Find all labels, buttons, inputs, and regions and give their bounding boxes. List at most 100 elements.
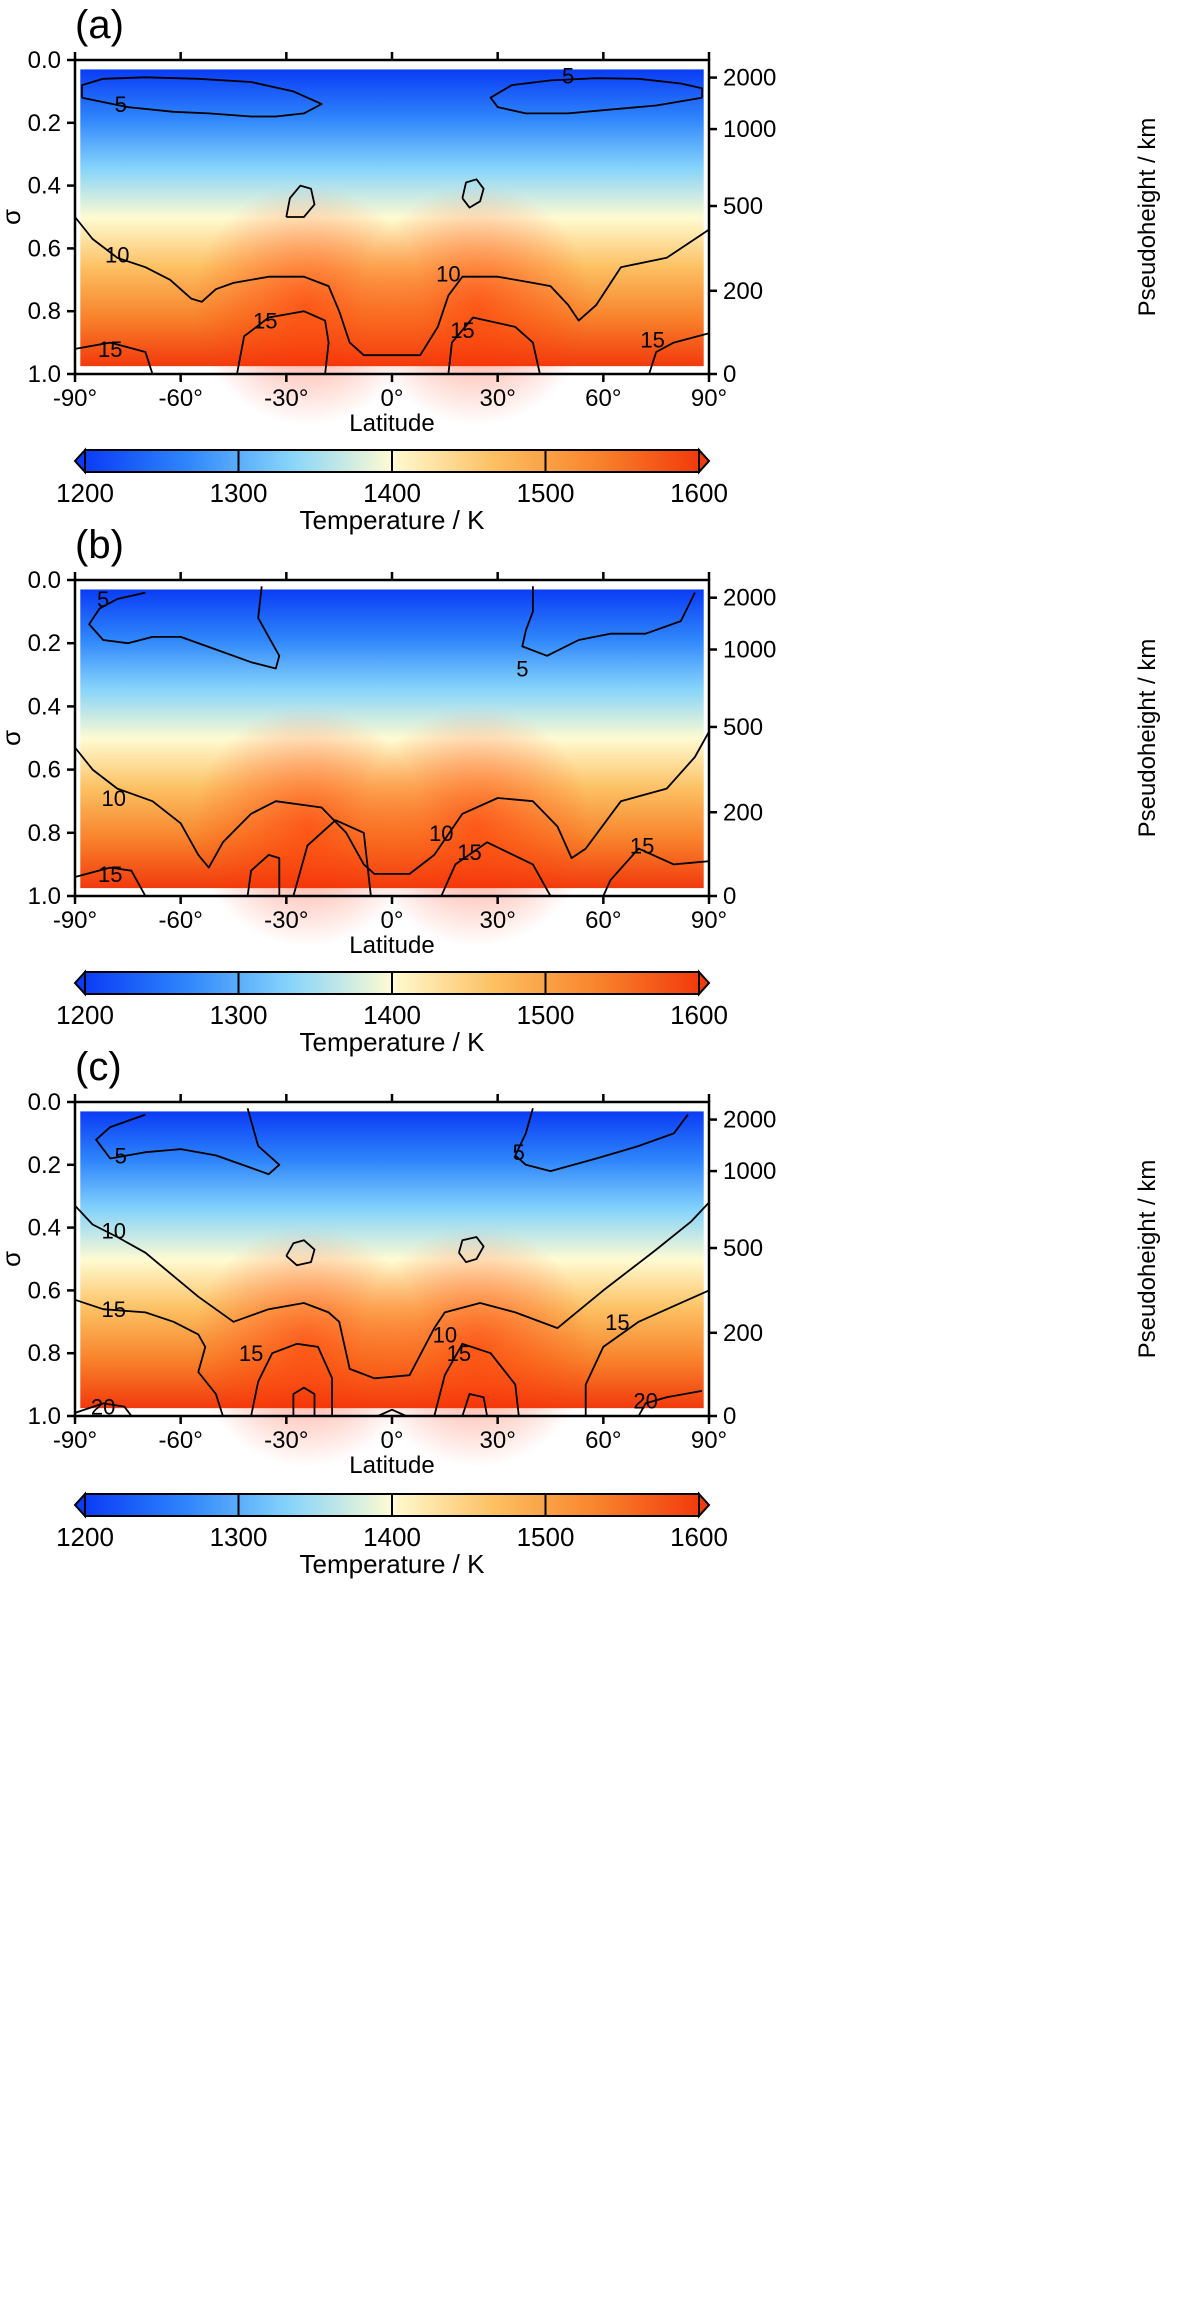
contour-label: 5 xyxy=(115,92,127,117)
hotspot-south xyxy=(192,184,423,425)
y-tick-label: 0.2 xyxy=(28,1152,61,1179)
colorbar-extend-high xyxy=(698,1491,711,1519)
contour-label: 15 xyxy=(447,1341,471,1366)
right-tick-label: 200 xyxy=(723,799,763,826)
x-tick-label: -60° xyxy=(159,1427,203,1454)
y-tick-label: 0.6 xyxy=(28,235,61,262)
contour-15 xyxy=(648,332,710,375)
x-axis-label: Latitude xyxy=(349,410,434,437)
contour-label: 15 xyxy=(450,318,474,343)
right-tick-label: 0 xyxy=(723,883,736,910)
contour-10 xyxy=(74,731,710,875)
contour-20 xyxy=(74,1402,133,1417)
contour-10 xyxy=(285,184,316,218)
right-tick-label: 200 xyxy=(723,278,763,305)
contour-5 xyxy=(95,1108,281,1176)
contour-20 xyxy=(637,1390,703,1417)
y-axis-label-left: σ xyxy=(0,1251,26,1267)
contour-10 xyxy=(285,1239,316,1267)
x-tick-label: 0° xyxy=(381,907,404,934)
contour-20 xyxy=(377,1408,407,1417)
contour-15 xyxy=(292,819,372,897)
x-tick-label: 30° xyxy=(480,907,516,934)
colorbar-tick-label: 1500 xyxy=(517,478,575,508)
right-tick-label: 1000 xyxy=(723,116,776,143)
x-axis-label: Latitude xyxy=(349,932,434,959)
y-tick-label: 1.0 xyxy=(28,361,61,388)
y-tick-label: 0.6 xyxy=(28,1277,61,1304)
colorbar-tick-label: 1500 xyxy=(517,1000,575,1030)
panel-label: (b) xyxy=(75,523,124,567)
colorbar-a: 1200 1300 1400 1500 1600 Temperature / K xyxy=(56,447,728,535)
y-tick-label: 0.2 xyxy=(28,630,61,657)
colorbar-extend-low xyxy=(73,969,86,997)
hotspot-north xyxy=(361,1226,592,1467)
colorbar-tick-label: 1400 xyxy=(363,1000,421,1030)
right-tick-label: 500 xyxy=(723,1235,763,1262)
contour-15 xyxy=(584,1289,710,1416)
y-tick-label: 0.0 xyxy=(28,47,61,74)
contour-label: 15 xyxy=(457,840,481,865)
contour-label: 15 xyxy=(98,337,122,362)
x-tick-label: 90° xyxy=(691,385,727,412)
contour-label: 10 xyxy=(102,786,126,811)
colorbar-tick-label: 1300 xyxy=(210,1522,268,1552)
contour-label: 10 xyxy=(429,821,453,846)
y-tick-label: 0.8 xyxy=(28,1340,61,1367)
y-tick-label: 0.6 xyxy=(28,757,61,784)
contour-label: 20 xyxy=(633,1388,657,1413)
contour-15 xyxy=(74,341,154,375)
contour-5 xyxy=(514,1108,689,1172)
panel-label: (a) xyxy=(75,3,124,47)
x-tick-label: 60° xyxy=(585,907,621,934)
contour-lines xyxy=(74,1108,710,1417)
y-tick-label: 0.4 xyxy=(28,173,61,200)
x-tick-label: -90° xyxy=(53,1427,97,1454)
panel-label: (c) xyxy=(75,1045,122,1089)
y-tick-label: 1.0 xyxy=(28,883,61,910)
x-tick-label: 0° xyxy=(381,1427,404,1454)
x-tick-label: 60° xyxy=(585,385,621,412)
x-tick-label: -30° xyxy=(264,907,308,934)
contour-label: 5 xyxy=(516,656,528,681)
contour-label: 15 xyxy=(239,1341,263,1366)
y-tick-label: 0.4 xyxy=(28,693,61,720)
x-tick-label: 90° xyxy=(691,1427,727,1454)
x-tick-label: -90° xyxy=(53,385,97,412)
x-tick-label: 0° xyxy=(381,385,404,412)
colorbar-extend-low xyxy=(73,447,86,475)
contour-10 xyxy=(74,216,710,357)
contour-15 xyxy=(433,1342,520,1417)
colorbar-extend-high xyxy=(698,447,711,475)
y-tick-label: 0.4 xyxy=(28,1215,61,1242)
colorbar-tick-label: 1300 xyxy=(210,478,268,508)
colorbar-tick-label: 1400 xyxy=(363,1522,421,1552)
contour-label: 15 xyxy=(98,862,122,887)
contour-label: 15 xyxy=(630,833,654,858)
contour-lines xyxy=(74,76,710,375)
contour-label: 5 xyxy=(115,1143,127,1168)
y-axis-label-right: Pseudoheight / km xyxy=(1134,118,1161,317)
contour-15 xyxy=(447,316,541,375)
hotspot-north xyxy=(361,706,592,947)
y-axis-label-right: Pseudoheight / km xyxy=(1134,639,1161,838)
right-tick-label: 500 xyxy=(723,193,763,220)
right-tick-label: 1000 xyxy=(723,1158,776,1185)
contour-label: 10 xyxy=(102,1219,126,1244)
contour-label: 15 xyxy=(605,1310,629,1335)
colorbar-tick-label: 1200 xyxy=(56,1000,114,1030)
colorbar-tick-label: 1600 xyxy=(670,478,728,508)
contour-label: 15 xyxy=(102,1297,126,1322)
y-tick-label: 0.8 xyxy=(28,298,61,325)
x-tick-label: -60° xyxy=(159,385,203,412)
contour-15 xyxy=(246,854,281,897)
y-tick-label: 1.0 xyxy=(28,1403,61,1430)
contour-lines xyxy=(74,586,710,897)
colorbar-label: Temperature / K xyxy=(300,1549,486,1579)
y-axis-label-left: σ xyxy=(0,209,26,225)
hotspot-south xyxy=(192,1226,423,1467)
